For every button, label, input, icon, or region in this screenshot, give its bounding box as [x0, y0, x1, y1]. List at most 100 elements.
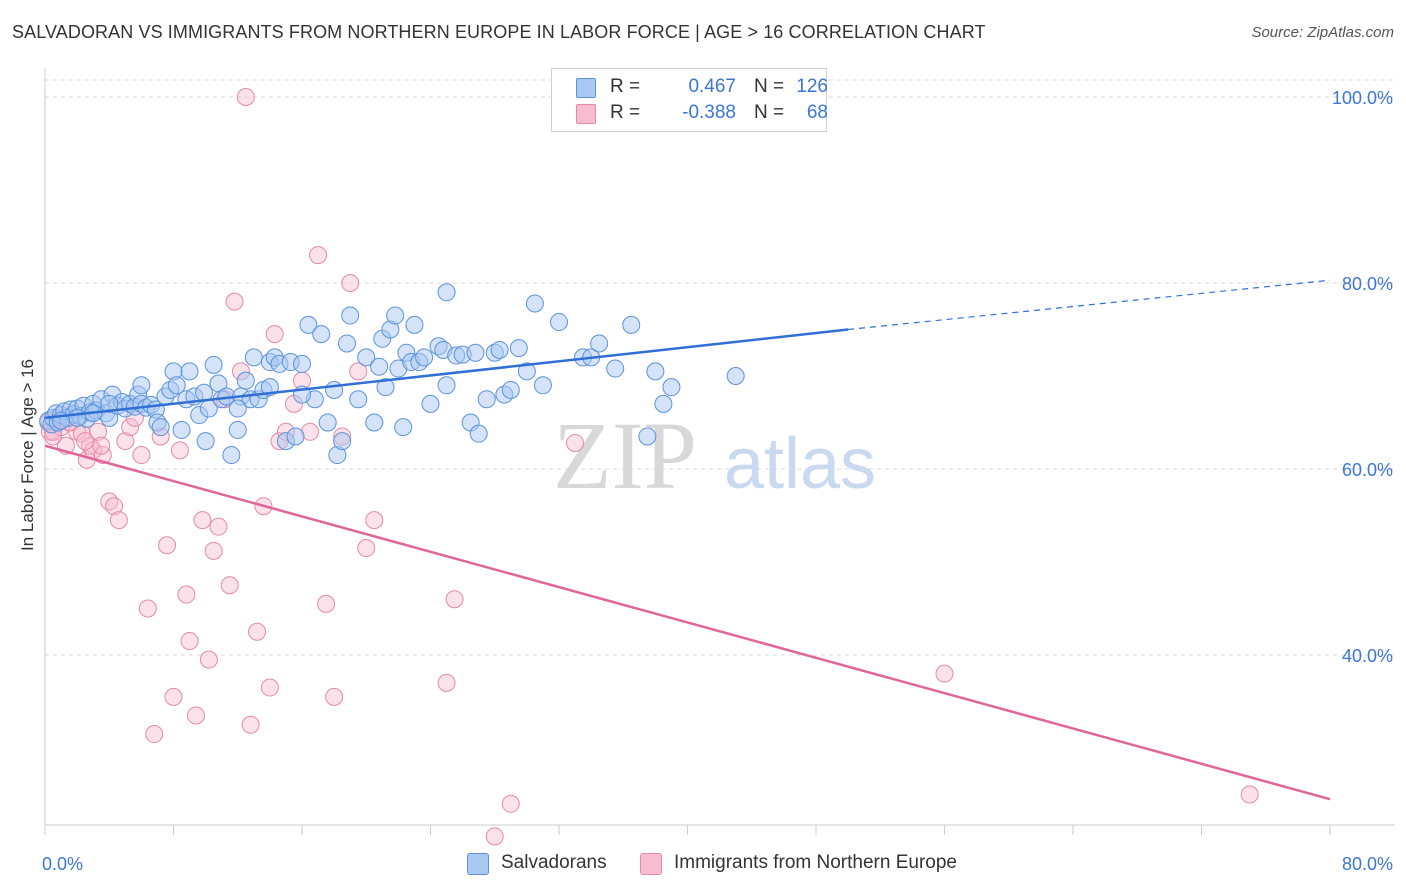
trend-lines — [44, 279, 1331, 801]
data-point-salvadoran — [533, 376, 552, 395]
data-point-salvadoran — [405, 315, 424, 334]
series-legend: Salvadorans Immigrants from Northern Eur… — [0, 852, 1406, 878]
data-point-northern-europe — [225, 292, 244, 311]
data-point-salvadoran — [236, 371, 255, 390]
legend-r-label: R = — [610, 102, 641, 123]
data-point-salvadoran — [654, 394, 673, 413]
data-point-northern-europe — [485, 827, 504, 846]
data-point-northern-europe — [158, 536, 177, 555]
data-point-salvadoran — [386, 306, 405, 325]
legend-r-value: 0.467 — [688, 76, 736, 97]
data-point-salvadoran — [662, 378, 681, 397]
data-point-salvadoran — [477, 390, 496, 409]
data-point-northern-europe — [105, 497, 124, 516]
legend-r-value: -0.388 — [682, 102, 736, 123]
data-point-salvadoran — [437, 376, 456, 395]
data-point-salvadoran — [196, 432, 215, 451]
watermark-zip: ZIP — [553, 402, 697, 509]
data-point-salvadoran — [501, 380, 520, 399]
source-note: Source: ZipAtlas.com — [1251, 24, 1394, 41]
data-point-northern-europe — [199, 650, 218, 669]
data-point-salvadoran — [312, 325, 331, 344]
legend-n-label: N = — [754, 102, 785, 123]
data-point-salvadoran — [415, 348, 434, 367]
series-blue-points — [39, 283, 745, 465]
data-point-northern-europe — [116, 432, 135, 451]
data-point-salvadoran — [337, 334, 356, 353]
y-tick-label: 100.0% — [1332, 88, 1393, 108]
data-point-salvadoran — [333, 432, 352, 451]
tick-labels: 40.0% 60.0% 80.0% 100.0% 0.0% 80.0% — [42, 88, 1393, 874]
data-point-northern-europe — [309, 246, 328, 265]
data-point-salvadoran — [293, 354, 311, 373]
data-point-salvadoran — [204, 355, 223, 374]
data-point-salvadoran — [100, 394, 119, 413]
data-point-salvadoran — [466, 343, 485, 362]
x-tick-label: 0.0% — [42, 854, 83, 874]
data-point-salvadoran — [622, 315, 641, 334]
watermark: ZIP atlas — [553, 402, 876, 509]
data-point-northern-europe — [437, 673, 456, 692]
data-point-salvadoran — [325, 380, 344, 399]
data-point-northern-europe — [209, 517, 228, 536]
data-point-northern-europe — [241, 715, 260, 734]
data-point-northern-europe — [92, 436, 111, 455]
data-point-salvadoran — [180, 362, 199, 381]
data-point-northern-europe — [204, 541, 223, 560]
data-point-northern-europe — [357, 539, 376, 558]
data-point-northern-europe — [180, 632, 199, 651]
data-point-northern-europe — [260, 678, 279, 697]
data-point-salvadoran — [490, 340, 509, 359]
data-point-salvadoran — [421, 394, 440, 413]
data-point-northern-europe — [170, 441, 189, 460]
data-point-salvadoran — [132, 376, 151, 395]
data-point-northern-europe — [365, 511, 384, 530]
legend-swatch-blue — [576, 78, 596, 98]
data-point-salvadoran — [525, 294, 544, 313]
data-point-salvadoran — [228, 420, 247, 439]
data-point-salvadoran — [394, 418, 413, 437]
data-point-northern-europe — [248, 622, 267, 641]
data-point-salvadoran — [68, 408, 87, 427]
data-point-northern-europe — [341, 274, 360, 292]
data-point-salvadoran — [517, 362, 536, 381]
data-point-northern-europe — [566, 433, 585, 452]
x-tick-label: 80.0% — [1342, 854, 1393, 874]
data-point-northern-europe — [109, 511, 128, 530]
legend-n-value: 126 — [796, 76, 828, 97]
data-point-northern-europe — [236, 88, 255, 106]
legend-swatch-pink — [640, 853, 662, 875]
legend-swatch-pink — [576, 104, 596, 124]
data-point-salvadoran — [726, 367, 745, 385]
legend-n-label: N = — [754, 76, 785, 97]
trend-line-northern-europe — [44, 444, 1331, 801]
data-point-northern-europe — [89, 422, 108, 441]
data-point-salvadoran — [606, 359, 625, 378]
data-point-salvadoran — [244, 348, 263, 367]
data-point-salvadoran — [376, 378, 395, 397]
data-point-northern-europe — [349, 362, 368, 381]
watermark-atlas: atlas — [724, 424, 876, 504]
legend-r-label: R = — [610, 76, 641, 97]
data-point-northern-europe — [265, 325, 284, 344]
data-point-salvadoran — [638, 427, 657, 446]
data-point-northern-europe — [145, 725, 164, 744]
data-point-salvadoran — [509, 339, 528, 358]
legend-n-value: 68 — [806, 102, 828, 123]
legend-label: Salvadorans — [501, 852, 607, 873]
data-point-salvadoran — [172, 420, 191, 439]
trend-line-salvadorans-extension — [848, 279, 1331, 331]
data-point-salvadoran — [365, 413, 384, 432]
data-point-salvadoran — [550, 313, 568, 332]
data-point-salvadoran — [318, 413, 337, 432]
data-point-salvadoran — [590, 334, 609, 353]
data-point-northern-europe — [317, 594, 336, 613]
data-point-northern-europe — [220, 576, 239, 595]
data-point-salvadoran — [341, 306, 360, 325]
data-point-northern-europe — [186, 706, 205, 725]
data-point-northern-europe — [132, 446, 151, 465]
data-point-northern-europe — [76, 432, 95, 451]
data-point-northern-europe — [1240, 785, 1259, 804]
data-point-northern-europe — [325, 687, 344, 706]
